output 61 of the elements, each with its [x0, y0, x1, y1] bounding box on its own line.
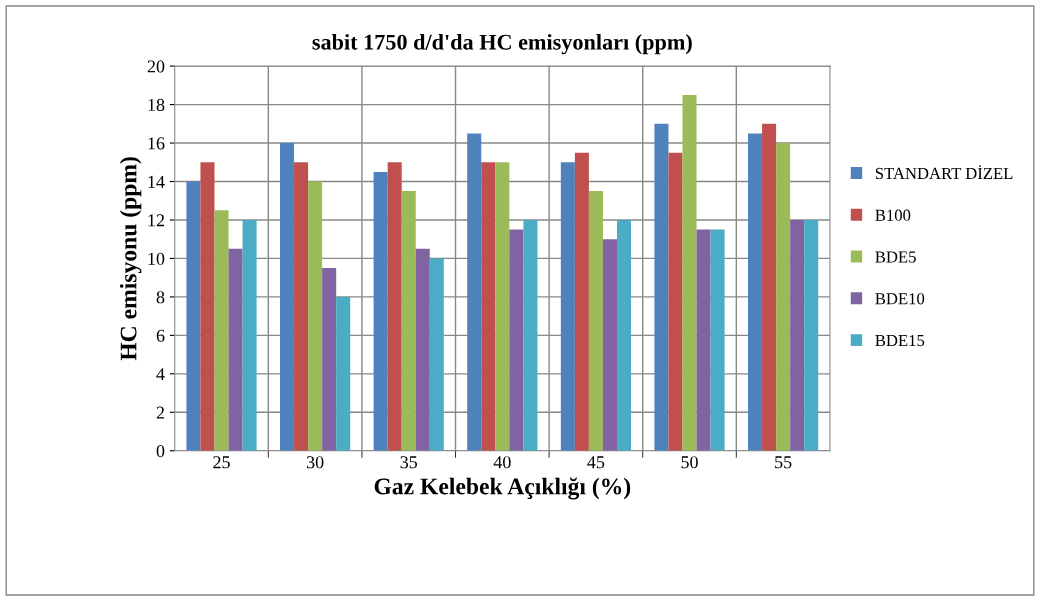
y-tick-label: 18: [148, 98, 165, 112]
bar: [588, 191, 603, 451]
y-tick-label: 6: [156, 329, 165, 342]
bar: [748, 133, 763, 451]
y-tick-label: 2: [156, 406, 164, 419]
bar: [200, 162, 215, 451]
bar: [242, 219, 257, 451]
bar: [387, 162, 402, 451]
y-tick-label: 16: [148, 137, 165, 150]
bar: [294, 162, 309, 451]
bar: [804, 219, 819, 451]
chart-title: sabit 1750 d/d'da HC emisyonları (ppm): [312, 34, 692, 55]
bar: [602, 239, 617, 451]
legend-label: BDE10: [875, 293, 925, 305]
bar: [481, 162, 496, 451]
y-axis-title: HC emisyonu (ppm): [119, 157, 142, 361]
bar: [467, 133, 482, 451]
bar: [336, 296, 351, 451]
x-tick-label: 45: [587, 456, 605, 469]
bar: [762, 123, 777, 451]
bar: [228, 248, 243, 451]
y-tick-label: 10: [148, 252, 165, 265]
legend-label: BDE15: [875, 335, 925, 347]
bar: [214, 210, 229, 451]
y-tick-label: 0: [156, 445, 165, 458]
bar: [401, 191, 416, 451]
bar: [308, 181, 323, 451]
x-tick-label: 55: [775, 456, 792, 469]
bar: [415, 248, 430, 451]
x-tick-label: 35: [400, 456, 418, 469]
bar: [682, 94, 697, 451]
legend-label: STANDART DİZEL: [875, 165, 1013, 180]
bar: [710, 229, 725, 451]
bar: [373, 171, 388, 451]
legend-label: BDE5: [875, 251, 916, 263]
bar: [509, 229, 524, 451]
y-tick-label: 14: [148, 175, 165, 188]
x-tick-label: 40: [493, 456, 511, 469]
x-tick-label: 30: [306, 456, 324, 469]
x-tick-label: 25: [213, 456, 230, 469]
x-axis-title: Gaz Kelebek Açıklığı (%): [374, 477, 631, 500]
bar: [574, 152, 589, 451]
legend-label: B100: [875, 209, 911, 221]
bar: [523, 219, 538, 451]
bar: [790, 219, 805, 451]
bar: [654, 123, 669, 451]
bar: [322, 268, 337, 451]
bar: [668, 152, 683, 451]
y-tick-label: 12: [148, 214, 164, 227]
bar: [696, 229, 711, 451]
y-tick-label: 8: [156, 291, 165, 304]
x-tick-label: 50: [681, 456, 698, 469]
bar: [776, 143, 791, 451]
y-tick-label: 20: [147, 60, 165, 73]
bar: [186, 181, 201, 451]
bar: [560, 162, 575, 451]
bar: [495, 162, 510, 451]
y-tick-label: 4: [156, 368, 165, 381]
bar: [280, 143, 295, 451]
bar: [616, 219, 632, 451]
bar: [429, 258, 444, 451]
